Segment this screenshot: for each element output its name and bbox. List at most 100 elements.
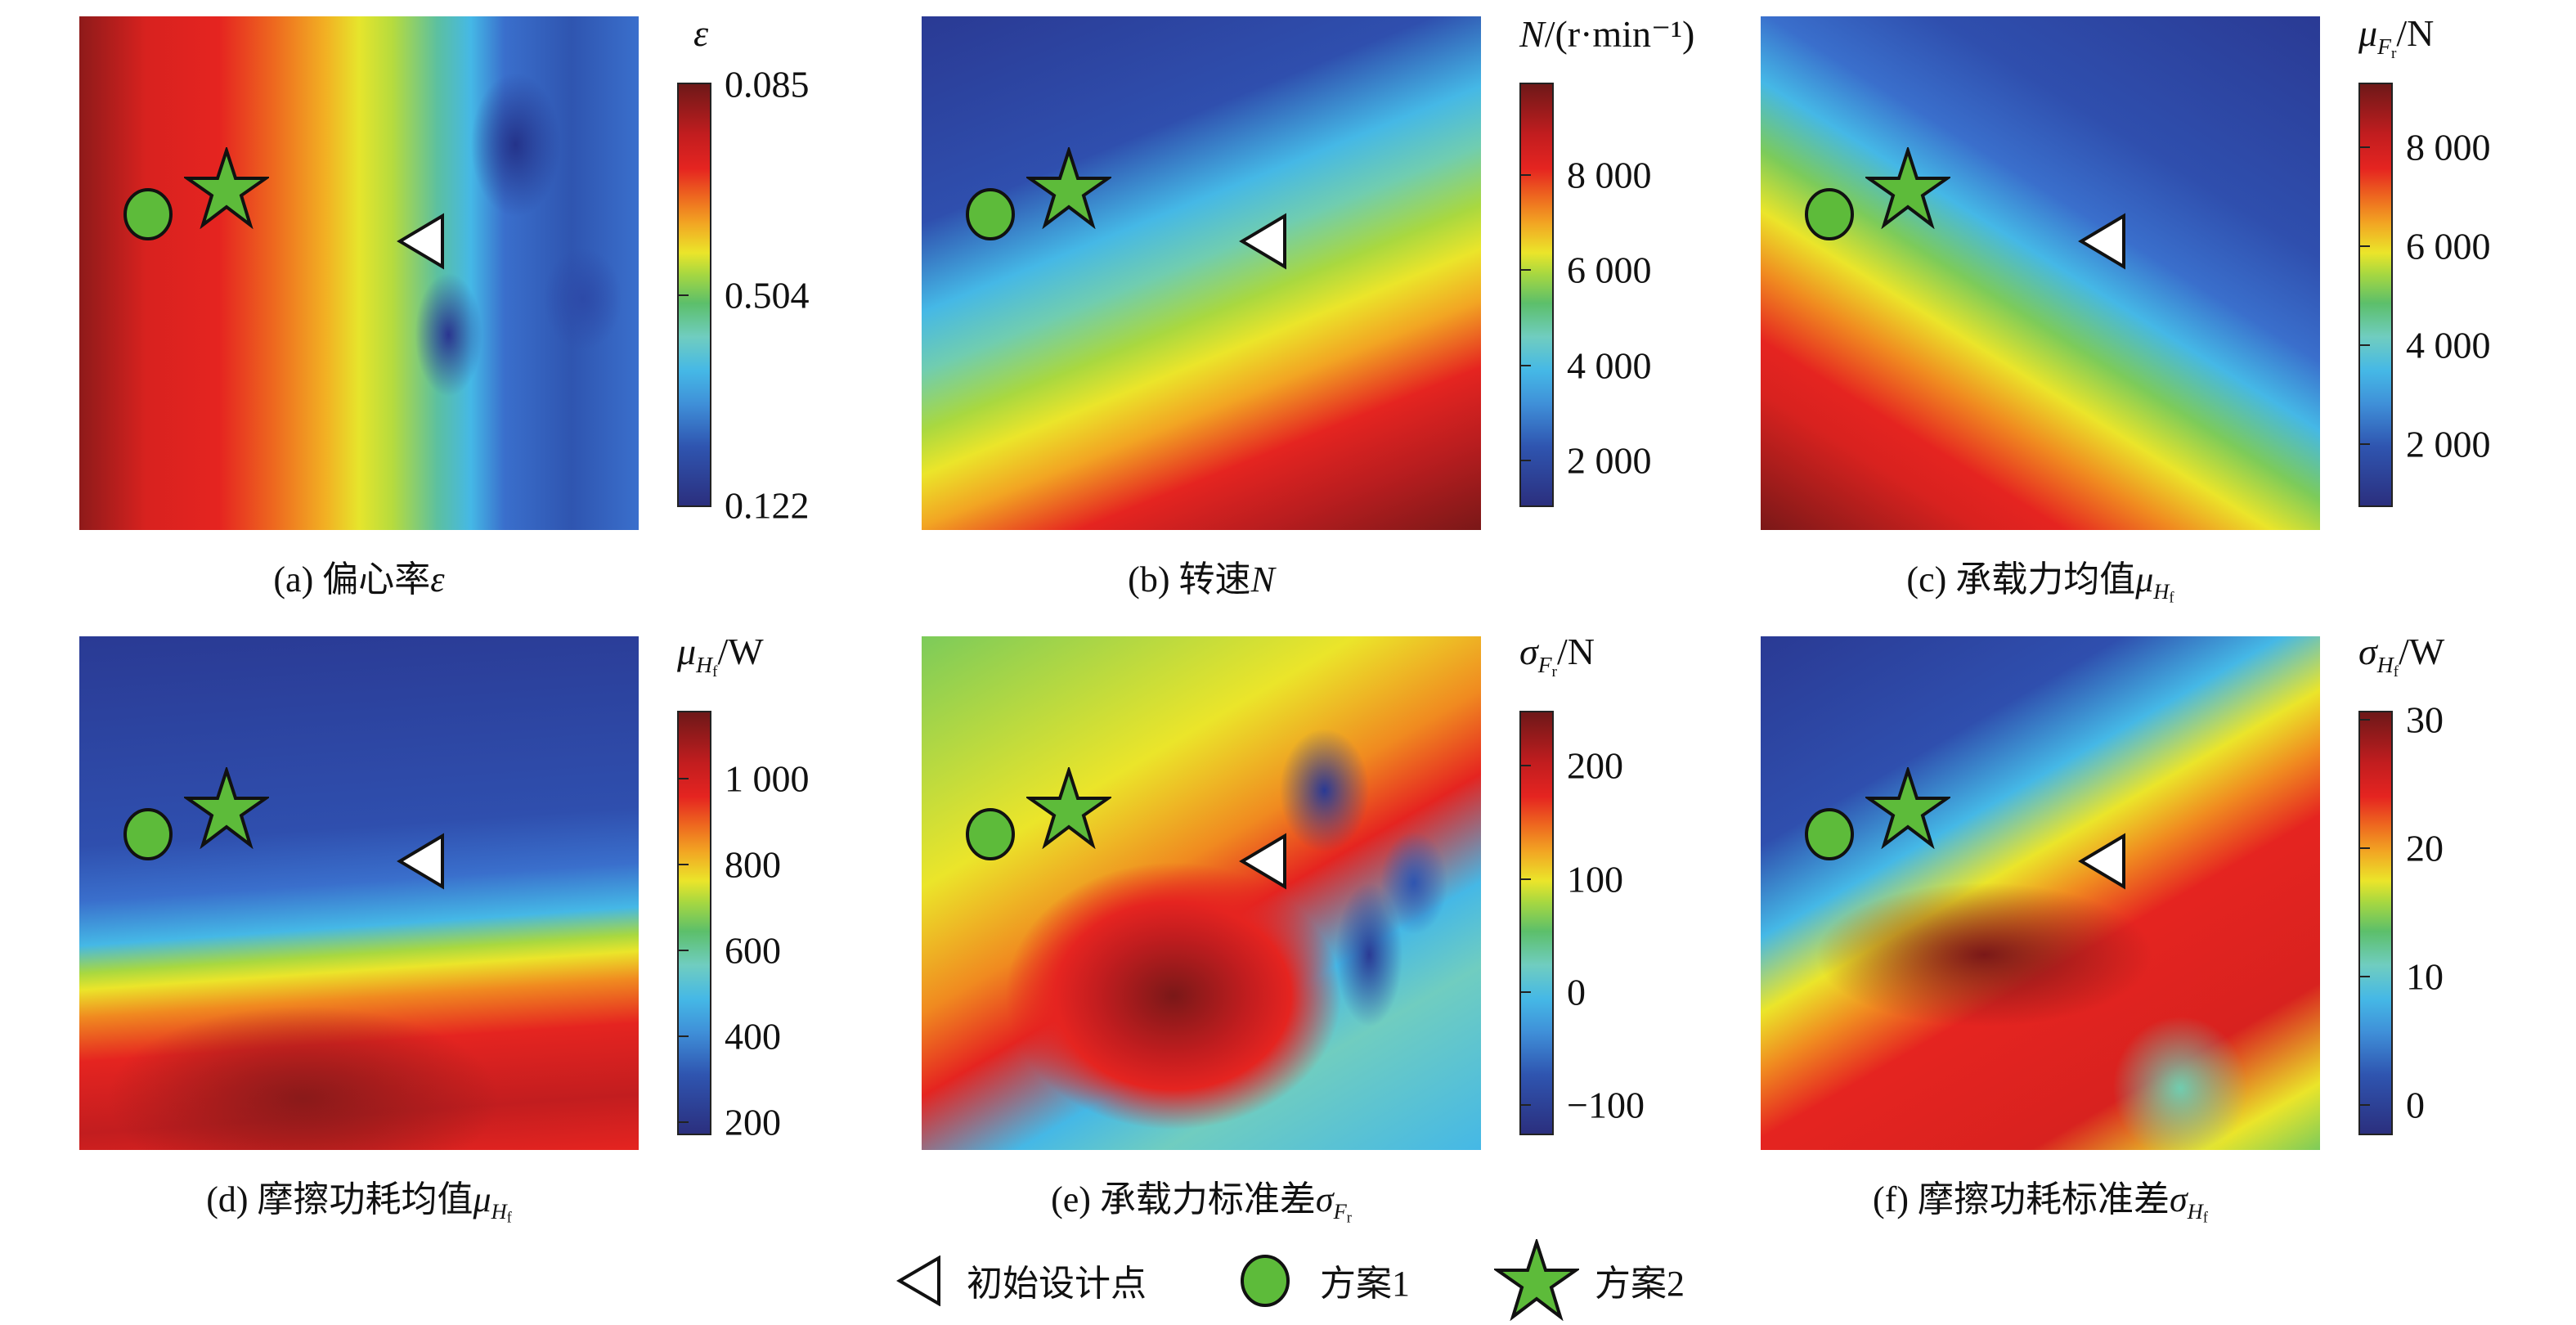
caption-b: (b) 转速N [1128,550,1275,607]
colorbar-b [1519,83,1554,507]
legend-scheme1: 方案1 [1320,1264,1410,1304]
colorbar-tick [2360,847,2370,850]
colorbar-title-subscript: Fr [1537,651,1557,680]
colorbar-title-subscript: Fr [2377,33,2397,62]
colorbar-tick [2360,976,2370,978]
scheme2-marker-icon [1865,147,1950,229]
colorbar-title-a: ε [693,11,708,62]
colorbar-tick-label: 800 [725,843,781,886]
colorbar-d [677,711,711,1135]
colorbar-tick [679,777,689,779]
colorbar-title-symbol: ε [693,12,709,54]
colorbar-unit: /N [1556,631,1595,672]
colorbar-unit: /W [2399,631,2445,672]
colorbar-tick-label: 4 000 [1567,344,1652,387]
caption-subscript: Fr [1333,1199,1352,1226]
heatmap-f [1761,636,2320,1150]
colorbar-tick [679,863,689,865]
colorbar-tick-label: 0 [2406,1084,2425,1126]
colorbar-title-c: μFr/N [2358,11,2434,62]
initial-point-marker-icon [1239,833,1286,890]
caption-d: (d) 摩擦功耗均值μHf [206,1170,512,1227]
colorbar-title-subscript: Hf [2376,651,2399,680]
colorbar-tick-label: 100 [1567,858,1623,900]
colorbar-tick [679,1035,689,1037]
colorbar-tick [1521,990,1531,993]
colorbar-c [2358,83,2393,507]
colorbar-tick-label: 2 000 [2406,423,2491,465]
caption-text: (a) 偏心率 [273,559,431,600]
colorbar-title-subsubscript: f [2393,662,2399,680]
colorbar-tick-label: −100 [1567,1084,1645,1126]
caption-subsubscript: r [1346,1209,1352,1226]
colorbar-tick-label: 2 000 [1567,439,1652,482]
colorbar-tick-label: 20 [2406,827,2444,869]
legend-scheme2: 方案2 [1595,1264,1685,1304]
colorbar-f [2358,711,2393,1135]
colorbar-title-symbol: μ [2358,12,2378,54]
colorbar-tick-label: 0.085 [725,63,810,106]
colorbar-tick-label: 0.122 [725,484,810,527]
colorbar-tick-label: 0.504 [725,274,810,316]
colorbar-tick-label: 8 000 [2406,126,2491,168]
colorbar-tick [2360,344,2370,347]
colorbar-tick [1521,878,1531,880]
caption-text: (e) 承载力标准差 [1051,1179,1316,1219]
caption-text: (b) 转速 [1128,559,1251,600]
colorbar-tick [1521,173,1531,176]
heatmap-a [79,16,639,530]
colorbar-tick [2360,245,2370,248]
scheme1-marker-icon [123,808,173,860]
initial-point-marker-icon [1239,213,1286,270]
colorbar-title-symbol: μ [677,631,697,672]
colorbar-tick [2360,719,2370,721]
caption-e: (e) 承载力标准差σFr [1051,1170,1352,1227]
caption-text: (c) 承载力均值 [1906,559,2136,600]
colorbar-tick [2360,146,2370,148]
colorbar-tick [1521,269,1531,272]
caption-symbol: N [1250,559,1275,600]
caption-subsubscript: f [2202,1209,2208,1226]
colorbar-tick [679,949,689,951]
colorbar-e [1519,711,1554,1135]
colorbar-tick [679,294,689,296]
caption-text: (f) 摩擦功耗标准差 [1873,1179,2170,1219]
heatmap-b [922,16,1481,530]
scheme1-marker-icon [966,808,1015,860]
colorbar-tick-label: 10 [2406,955,2444,998]
colorbar-tick [2360,443,2370,446]
caption-symbol: σ [1315,1179,1334,1219]
scheme2-marker-icon [1026,767,1111,849]
colorbar-title-subsubscript: r [2390,44,2397,62]
colorbar-title-f: σHf/W [2358,630,2444,680]
heatmap-c [1761,16,2320,530]
scheme1-marker-icon [1805,808,1854,860]
scheme1-marker-icon [966,188,1015,240]
colorbar-tick-label: 200 [1567,744,1623,787]
colorbar-tick-label: 4 000 [2406,324,2491,366]
colorbar-tick [679,1121,689,1123]
legend-initial-point: 初始设计点 [967,1264,1147,1304]
caption-symbol: μ [2135,559,2154,600]
colorbar-tick-label: 6 000 [1567,249,1652,291]
colorbar-title-b: N/(r·min⁻¹) [1519,11,1694,63]
caption-f: (f) 摩擦功耗标准差σHf [1873,1170,2208,1227]
colorbar-title-symbol: σ [2358,631,2377,672]
triangle-marker-icon [896,1255,940,1306]
colorbar-title-subscript: Hf [696,651,718,680]
colorbar-tick [1521,1104,1531,1107]
colorbar-unit: /(r·min⁻¹) [1544,13,1695,55]
heatmap-e [922,636,1481,1150]
caption-subsubscript: f [506,1209,512,1226]
caption-a: (a) 偏心率ε [273,550,444,607]
caption-symbol: μ [473,1179,491,1219]
colorbar-title-d: μHf/W [677,630,764,680]
colorbar-tick-label: 200 [725,1101,781,1143]
initial-point-marker-icon [397,833,444,890]
star-marker-icon [1494,1239,1579,1321]
colorbar-unit: /N [2396,12,2435,54]
colorbar-tick-label: 6 000 [2406,225,2491,267]
caption-subscript: Hf [491,1199,512,1226]
caption-subscript: Hf [2153,579,2174,606]
